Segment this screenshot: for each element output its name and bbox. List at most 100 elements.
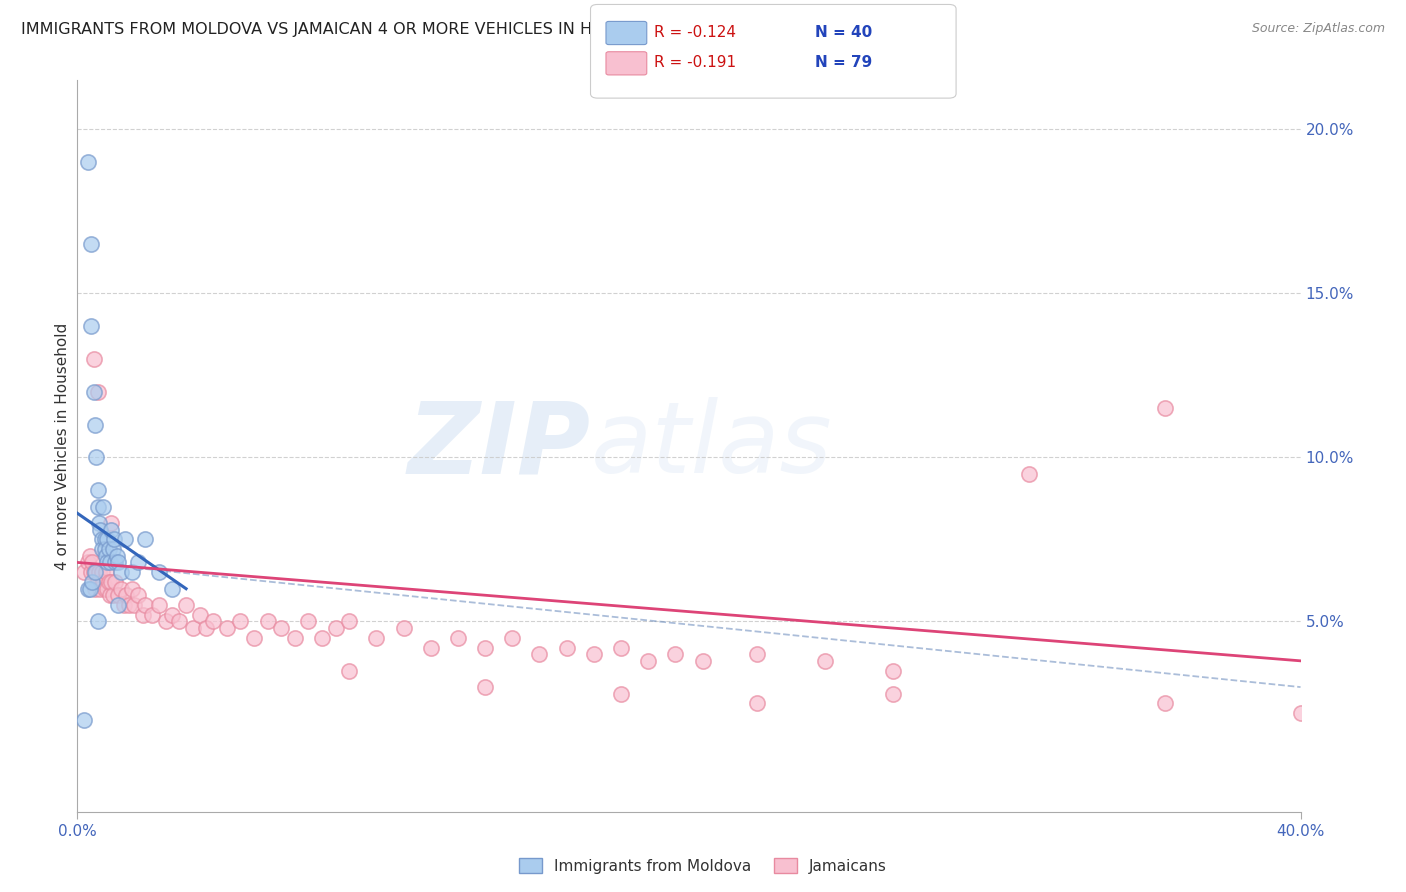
Point (124, 598, 146, 612)
Point (112, 598, 135, 612)
Point (79, 582, 101, 596)
Text: R = -0.191: R = -0.191 (654, 55, 735, 70)
Point (87, 500, 110, 514)
Point (337, 615, 360, 629)
Point (745, 697, 768, 711)
Point (100, 575, 122, 590)
Point (529, 647, 551, 661)
Point (131, 607, 153, 622)
Point (284, 631, 307, 645)
Point (110, 582, 132, 596)
Point (814, 654, 837, 668)
Point (90, 533, 112, 547)
Point (104, 556, 127, 570)
Point (100, 516, 122, 530)
Point (100, 523, 122, 537)
Text: N = 40: N = 40 (815, 25, 873, 39)
Point (169, 615, 191, 629)
Point (128, 588, 150, 602)
Point (555, 640, 578, 655)
Point (84, 582, 107, 596)
Y-axis label: 4 or more Vehicles in Household: 4 or more Vehicles in Household (55, 322, 70, 570)
Point (87, 384, 110, 399)
Point (311, 631, 333, 645)
Point (80, 237, 103, 252)
Point (89, 523, 111, 537)
Point (692, 654, 714, 668)
Point (105, 549, 128, 563)
Point (882, 664, 904, 678)
Point (474, 640, 496, 655)
Point (97, 542, 120, 557)
Point (134, 598, 156, 612)
Point (243, 631, 266, 645)
Point (610, 687, 633, 701)
Point (82, 556, 104, 570)
Point (96, 582, 118, 596)
Point (474, 680, 496, 694)
Point (202, 615, 225, 629)
Point (91, 500, 114, 514)
Point (256, 615, 278, 629)
Point (181, 621, 204, 635)
Point (101, 588, 124, 602)
Point (98, 588, 121, 602)
Point (1153, 401, 1175, 416)
Point (121, 566, 143, 580)
Point (83, 352, 105, 367)
Point (1289, 706, 1312, 721)
Point (77, 556, 100, 570)
Text: N = 79: N = 79 (815, 55, 873, 70)
Point (297, 615, 319, 629)
Point (114, 533, 136, 547)
Point (77, 582, 100, 596)
Point (97, 575, 120, 590)
Point (79, 549, 101, 563)
Point (1018, 467, 1040, 481)
Point (610, 640, 633, 655)
Text: atlas: atlas (591, 398, 832, 494)
Point (229, 615, 252, 629)
Point (745, 647, 768, 661)
Legend: Immigrants from Moldova, Jamaicans: Immigrants from Moldova, Jamaicans (513, 852, 893, 880)
Text: Source: ZipAtlas.com: Source: ZipAtlas.com (1251, 22, 1385, 36)
Point (83, 384, 105, 399)
Point (94, 549, 117, 563)
Point (270, 621, 292, 635)
Point (118, 598, 141, 612)
Point (882, 687, 904, 701)
Point (82, 575, 104, 590)
Point (84, 566, 107, 580)
Point (93, 582, 115, 596)
Point (87, 575, 110, 590)
Point (141, 607, 163, 622)
Point (98, 556, 121, 570)
Text: IMMIGRANTS FROM MOLDOVA VS JAMAICAN 4 OR MORE VEHICLES IN HOUSEHOLD CORRELATION : IMMIGRANTS FROM MOLDOVA VS JAMAICAN 4 OR… (21, 22, 860, 37)
Point (637, 654, 659, 668)
Point (96, 556, 118, 570)
Point (87, 483, 110, 498)
Point (148, 598, 170, 612)
Point (664, 647, 686, 661)
Point (104, 575, 127, 590)
Point (148, 566, 170, 580)
Point (162, 582, 184, 596)
Point (90, 542, 112, 557)
Point (101, 542, 124, 557)
Point (215, 621, 238, 635)
Point (115, 588, 138, 602)
Point (84, 417, 107, 432)
Point (86, 450, 108, 465)
Point (419, 640, 441, 655)
Point (582, 647, 605, 661)
Point (83, 566, 105, 580)
Text: R = -0.124: R = -0.124 (654, 25, 735, 39)
Point (73, 566, 96, 580)
Point (195, 621, 218, 635)
Point (90, 566, 112, 580)
Point (87, 516, 110, 530)
Point (103, 533, 125, 547)
Point (107, 556, 129, 570)
Point (91, 575, 114, 590)
Point (107, 588, 129, 602)
